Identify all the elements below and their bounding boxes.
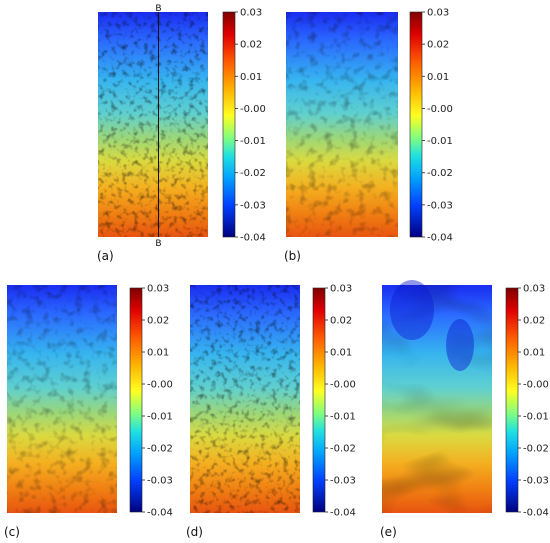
colorbar-tick-label: 0.02 [240, 40, 262, 51]
colorbar-tick-label: -0.00 [147, 380, 173, 391]
colorbar-tick-label: 0.02 [330, 316, 352, 327]
colorbar-tick-label: -0.03 [240, 200, 266, 211]
field-texture-b [286, 12, 398, 237]
colorbar-tick-label: -0.03 [427, 200, 453, 211]
field-texture-d [190, 285, 300, 513]
field-texture-e [382, 285, 492, 513]
colorbar-tick-label: 0.03 [147, 284, 169, 295]
colorbar-tick-label: -0.04 [147, 508, 173, 519]
colorbar-tick-label: -0.01 [330, 412, 356, 423]
colorbar-tick-label: -0.04 [523, 508, 549, 519]
panel-e: 0.03 0.02 0.01 -0.00 -0.01 -0.02 -0.03 -0.04 (e) [380, 280, 549, 539]
colorbar-tick-label: -0.00 [330, 380, 356, 391]
panel-d: 0.03 0.02 0.01 -0.00 -0.01 -0.02 -0.03 -0.04 (d) [186, 284, 356, 540]
panel-b: 0.03 0.02 0.01 -0.00 -0.01 -0.02 -0.03 -0.04 (b) [284, 8, 453, 264]
colorbar-tick-label: 0.03 [330, 284, 352, 295]
colorbar-tick-label: 0.01 [427, 72, 449, 83]
field-texture-a [98, 12, 208, 237]
colorbar-tick-label: -0.02 [330, 444, 356, 455]
flow-structure [446, 319, 474, 371]
colorbar-tick-label: 0.02 [427, 40, 449, 51]
colorbar-tick-label: -0.00 [523, 380, 549, 391]
colorbar-tick-label: -0.02 [147, 444, 173, 455]
colorbar-tick-label: 0.01 [523, 348, 545, 359]
colorbar-b [409, 11, 423, 238]
colorbar-c [129, 287, 143, 513]
panel-label-d: (d) [186, 525, 203, 539]
colorbar-tick-label: 0.03 [523, 284, 545, 295]
colorbar-tick-label: -0.02 [523, 444, 549, 455]
colorbar-tick-label: 0.01 [147, 348, 169, 359]
colorbar-tick-label: -0.01 [240, 136, 266, 147]
panel-label-e: (e) [380, 525, 397, 539]
section-label-top: B [155, 4, 161, 14]
colorbar-tick-label: 0.02 [523, 316, 545, 327]
colorbar-tick-label: -0.03 [147, 476, 173, 487]
colorbar-tick-label: -0.00 [427, 104, 453, 115]
colorbar-tick-label: -0.02 [427, 168, 453, 179]
colorbar-tick-label: -0.03 [523, 476, 549, 487]
section-label-bottom: B [155, 239, 161, 249]
field-texture-c [7, 285, 117, 513]
colorbar-tick-label: -0.04 [240, 233, 266, 244]
colorbar-tick-label: -0.04 [330, 508, 356, 519]
colorbar-d [312, 287, 326, 513]
colorbar-tick-label: 0.01 [240, 72, 262, 83]
panel-label-a: (a) [97, 249, 114, 263]
colorbar-tick-label: -0.01 [147, 412, 173, 423]
colorbar-tick-label: -0.01 [523, 412, 549, 423]
colorbar-tick-label: 0.02 [147, 316, 169, 327]
colorbar-tick-label: 0.01 [330, 348, 352, 359]
panel-label-b: (b) [284, 249, 301, 263]
flow-structure [390, 280, 434, 340]
panel-c: 0.03 0.02 0.01 -0.00 -0.01 -0.02 -0.03 -0.04 (c) [4, 284, 173, 540]
colorbar-tick-label: -0.00 [240, 104, 266, 115]
colorbar-tick-label: 0.03 [240, 8, 262, 19]
panel-label-c: (c) [4, 525, 20, 539]
colorbar-tick-label: -0.01 [427, 136, 453, 147]
colorbar-tick-label: 0.03 [427, 8, 449, 19]
colorbar-tick-label: -0.02 [240, 168, 266, 179]
colorbar-tick-label: -0.03 [330, 476, 356, 487]
colorbar-e [505, 287, 519, 513]
colorbar-tick-label: -0.04 [427, 233, 453, 244]
colorbar-a [222, 11, 236, 238]
panel-a: B B 0.03 0.02 0.01 -0.00 -0.01 -0.02 -0.03 -0.04 (… [97, 4, 266, 263]
